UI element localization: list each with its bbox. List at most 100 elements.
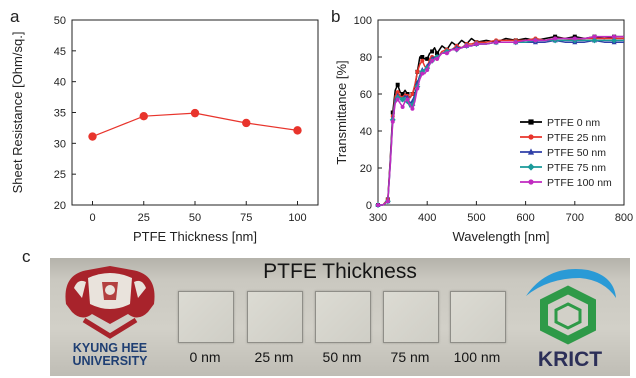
photo-title: PTFE Thickness (263, 260, 417, 283)
data-point-0-4 (293, 126, 302, 135)
university-name-line2: UNIVERSITY (72, 354, 148, 368)
data-point-4-22 (435, 56, 440, 61)
x-tick-label: 0 (89, 212, 95, 224)
data-point-1-6 (395, 90, 400, 95)
university-name-line1: KYUNG HEE (72, 341, 148, 355)
y-tick-label: 20 (360, 163, 372, 175)
data-point-4-10 (405, 97, 410, 102)
series-line-4 (378, 35, 624, 206)
x-tick-label: 500 (467, 212, 485, 224)
x-tick-label: 600 (516, 212, 534, 224)
x-tick-label: 100 (288, 212, 306, 224)
sample-50nm (315, 291, 371, 343)
data-point-0-22 (435, 51, 440, 56)
y-tick-label: 60 (360, 89, 372, 101)
sample-label-50nm: 50 nm (322, 349, 362, 365)
x-tick-label: 700 (566, 212, 584, 224)
sample-label-100nm: 100 nm (453, 349, 501, 365)
data-point-0-16 (420, 55, 425, 59)
y-axis-title: Sheet Resistance [Ohm/sq.] (10, 32, 25, 194)
data-point-4-8 (400, 104, 405, 109)
data-point-4-28 (464, 43, 469, 48)
data-point-0-2 (190, 108, 200, 118)
university-logo-text: KYUNG HEE UNIVERSITY (54, 342, 166, 368)
legend-label-1: PTFE 25 nm (547, 132, 606, 144)
data-point-4-18 (425, 67, 430, 72)
data-point-4-26 (454, 47, 459, 52)
data-point-4-14 (415, 86, 420, 91)
sample-25nm (247, 291, 303, 343)
y-tick-label: 40 (360, 126, 372, 138)
data-point-0-6 (395, 82, 400, 87)
x-tick-label: 75 (240, 212, 252, 224)
legend-label-3: PTFE 75 nm (547, 162, 606, 174)
data-point-4-2 (385, 199, 390, 204)
plot-frame (377, 19, 625, 206)
data-point-0-0 (88, 132, 97, 141)
x-axis-title: PTFE Thickness [nm] (133, 229, 257, 244)
y-tick-label: 0 (366, 200, 372, 212)
data-point-1-12 (410, 92, 415, 96)
data-point-3-44 (611, 37, 618, 44)
x-axis-title: Wavelength [nm] (452, 229, 549, 244)
sample-label-25nm: 25 nm (254, 349, 294, 365)
sample-label-0nm: 0 nm (189, 349, 221, 365)
data-point-0-20 (430, 49, 435, 54)
data-point-0-3 (242, 118, 251, 128)
data-point-4-6 (395, 97, 400, 102)
y-tick-label: 40 (54, 77, 66, 89)
y-tick-label: 80 (360, 52, 372, 64)
data-point-0-8 (400, 92, 405, 96)
data-point-0-18 (425, 56, 430, 61)
data-point-1-16 (420, 58, 425, 63)
x-tick-label: 50 (189, 212, 201, 224)
x-tick-label: 300 (369, 212, 387, 224)
data-point-4-20 (430, 58, 435, 63)
sample-label-75nm: 75 nm (390, 349, 430, 365)
krict-logo: KRICT (526, 269, 616, 371)
data-point-0-1 (139, 112, 148, 121)
legend-marker-1 (528, 134, 534, 140)
legend-marker-2 (527, 148, 535, 155)
data-point-4-30 (474, 42, 479, 47)
y-tick-label: 45 (54, 46, 66, 58)
chart-a-sheet-resistance: 0 25 50 75 100 20 25 30 35 40 45 50 PTFE Thickness [… (10, 15, 319, 244)
data-point-4-0 (376, 203, 380, 207)
data-point-4-16 (420, 71, 425, 76)
data-point-4-40 (572, 36, 577, 41)
sample-0nm (178, 291, 234, 343)
data-point-4-36 (533, 38, 538, 43)
data-point-1-14 (415, 69, 420, 74)
x-tick-label: 800 (615, 212, 633, 224)
legend-label-2: PTFE 50 nm (547, 147, 606, 159)
sample-75nm (383, 291, 439, 343)
data-point-4-34 (513, 40, 518, 45)
data-point-3-42 (591, 37, 598, 44)
panel-letter-b: b (331, 7, 340, 26)
legend-marker-4 (528, 179, 534, 185)
data-point-4-4 (390, 119, 395, 124)
x-tick-label: 25 (138, 212, 150, 224)
y-tick-label: 25 (54, 169, 66, 181)
chart-b-transmittance: 300 400 500 600 700 800 0 20 40 60 80 100 Wavelength… (334, 15, 633, 244)
y-tick-label: 30 (54, 138, 66, 150)
y-tick-label: 20 (54, 200, 66, 212)
data-point-4-24 (444, 51, 449, 56)
x-tick-label: 400 (418, 212, 436, 224)
data-point-4-12 (410, 106, 415, 111)
legend-label-4: PTFE 100 nm (547, 177, 612, 189)
panel-letter-c: c (22, 247, 31, 266)
y-tick-label: 100 (354, 15, 372, 27)
legend-marker-0 (528, 119, 534, 125)
krict-logo-text: KRICT (538, 348, 602, 371)
legend-label-0: PTFE 0 nm (547, 117, 600, 129)
university-logo-emblem (65, 266, 155, 339)
y-tick-label: 35 (54, 108, 66, 120)
data-point-3-8 (399, 96, 406, 103)
sample-100nm (450, 291, 506, 343)
panel-letter-a: a (10, 7, 20, 26)
y-axis-title: Transmittance [%] (334, 60, 349, 164)
data-point-4-38 (553, 36, 558, 41)
sample-photo: PTFE Thickness KYUNG HEE UNIVERSITY 0 nm… (50, 258, 630, 376)
